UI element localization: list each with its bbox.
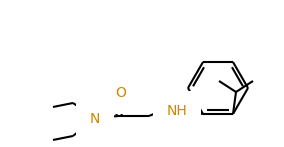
Text: O: O [116,86,126,101]
Text: N: N [90,112,100,126]
Text: NH: NH [167,105,187,118]
